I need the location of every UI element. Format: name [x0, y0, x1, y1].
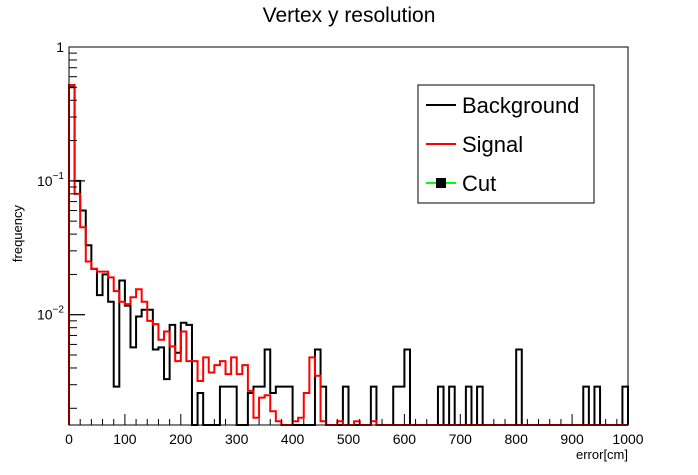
chart-title: Vertex y resolution: [263, 4, 436, 27]
x-axis-label: error[cm]: [576, 447, 628, 462]
x-tick-label: 800: [505, 431, 529, 447]
legend-signal-label: Signal: [462, 132, 523, 157]
y-axis-label: frequency: [10, 205, 25, 263]
legend: Background Signal Cut: [417, 84, 595, 204]
x-tick-label: 300: [225, 431, 249, 447]
x-tick-label: 600: [393, 431, 417, 447]
legend-background-label: Background: [462, 93, 579, 118]
x-axis: 0 100 200 300 400 500 600 700 800 900 1000: [65, 414, 644, 447]
x-tick-label: 500: [337, 431, 361, 447]
legend-cut-marker: [436, 178, 446, 188]
x-tick-label: 200: [169, 431, 193, 447]
x-tick-label: 1000: [612, 431, 643, 447]
x-tick-label: 100: [113, 431, 137, 447]
x-tick-label: 0: [65, 431, 73, 447]
x-tick-label: 900: [560, 431, 584, 447]
legend-cut-label: Cut: [462, 171, 496, 196]
y-tick-label: 10−1: [37, 171, 64, 189]
x-tick-label: 400: [281, 431, 305, 447]
y-tick-label: 1: [56, 39, 64, 55]
y-tick-label: 10−2: [37, 305, 64, 323]
y-axis: 1 10−1 10−2: [37, 39, 85, 409]
x-tick-label: 700: [449, 431, 473, 447]
